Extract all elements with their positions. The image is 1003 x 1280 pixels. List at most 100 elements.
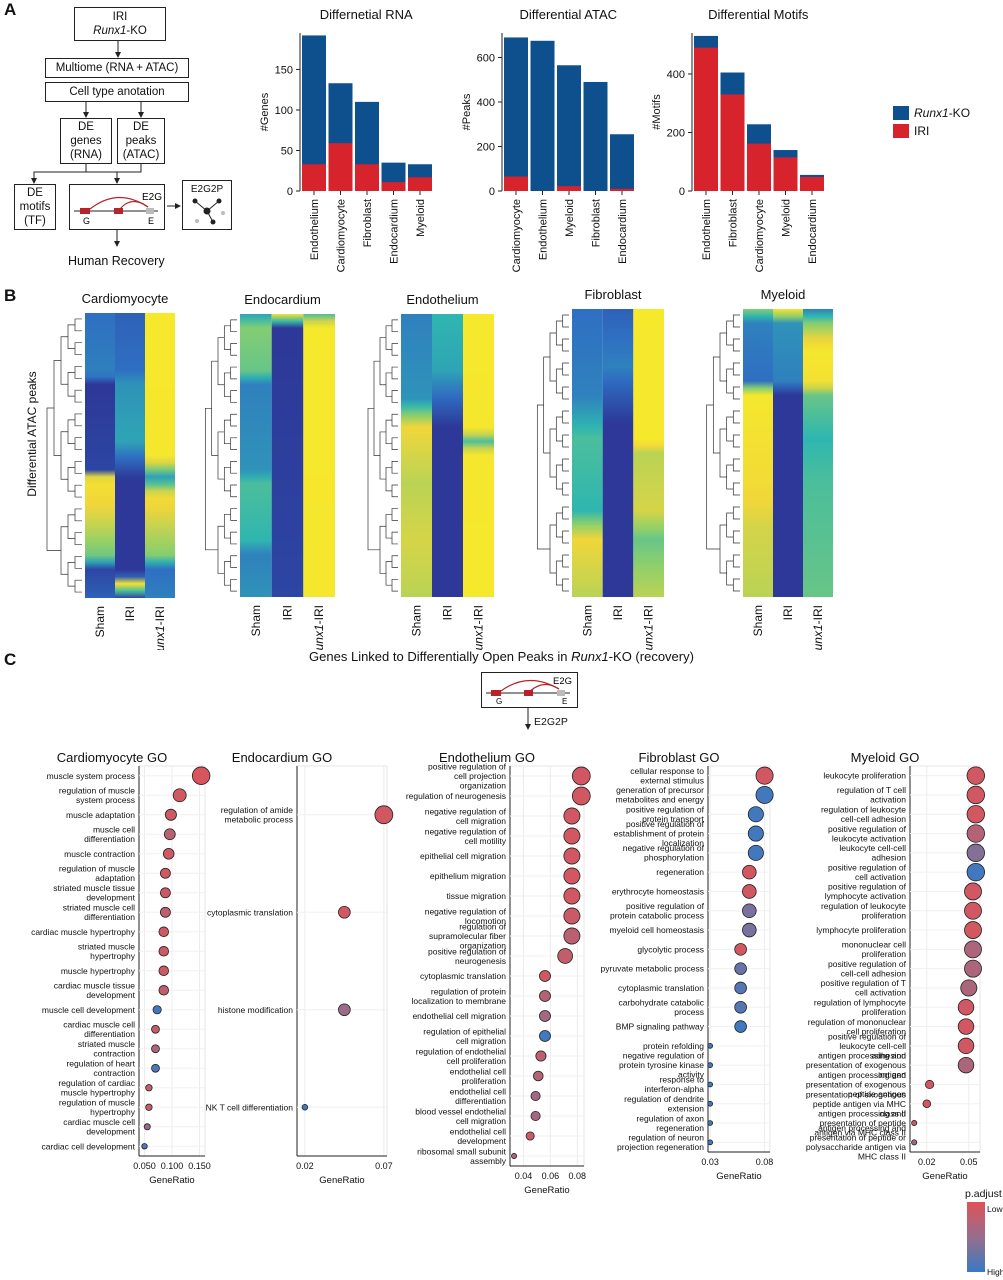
dendrogram-branch	[562, 506, 569, 520]
go-term-label: class II	[880, 1108, 906, 1118]
dendrogram-branch	[555, 320, 563, 346]
go-dot	[158, 946, 169, 957]
bar-runx1ko	[610, 134, 634, 191]
go-term-label: interferon-alpha	[644, 1084, 704, 1094]
go-term-label: protein catabolic process	[610, 911, 704, 921]
go-plot-title: Myeloid GO	[851, 750, 920, 765]
go-dot	[158, 985, 169, 996]
dendrogram-branch	[562, 458, 569, 472]
go-dot	[707, 1100, 714, 1107]
go-term-label: carbohydrate catabolic	[618, 998, 704, 1008]
go-plot-4: Fibroblast GO 0.03 0.08 GeneRatio cellular r…	[601, 750, 774, 1182]
go-term-label: adhesion	[871, 1050, 906, 1060]
bar-legend: Runx1-KO IRI	[893, 106, 970, 138]
go-dot	[734, 1020, 747, 1033]
go-term-label: myeloid cell homeostasis	[610, 925, 704, 935]
x-tick-label: Myeloid	[415, 199, 427, 237]
bar-iri	[408, 177, 432, 191]
go-dot	[747, 844, 764, 861]
dendrogram-branch	[555, 368, 563, 394]
go-dot	[966, 824, 985, 843]
dendrogram-branch	[391, 366, 398, 380]
go-plot-area	[296, 765, 388, 1157]
go-term-label: presentation of peptide	[820, 1118, 907, 1128]
go-term-label: leukocyte cell-cell	[839, 843, 906, 853]
go-term-label: adhesion	[871, 853, 906, 863]
dendrogram-branch	[223, 419, 231, 445]
heatmap-column	[145, 313, 175, 598]
dendrogram-branch	[74, 413, 82, 427]
heatmap-column	[633, 309, 664, 597]
heatmap-endocardium: Endocardium Sham IRI Runx1-IRI	[204, 292, 335, 650]
dendrogram-branch	[367, 407, 380, 551]
panel-label-b: B	[4, 286, 17, 305]
go-term-label: mononuclear cell	[842, 940, 906, 950]
y-tick-label: 50	[281, 145, 293, 157]
go-term-label: muscle hypertrophy	[61, 1088, 136, 1098]
go-dot	[525, 1131, 535, 1141]
go-dot	[172, 788, 187, 803]
go-plot-title: Endothelium GO	[439, 750, 535, 765]
heatmap-title: Fibroblast	[584, 287, 641, 302]
dendrogram-branch	[732, 458, 740, 472]
heatmap-endothelium: Endothelium Sham IRI Runx1-IRI	[367, 292, 494, 650]
go-term-label: endothelial cell	[450, 1086, 506, 1096]
go-dot	[957, 1018, 975, 1035]
go-term-label: response to	[660, 1075, 705, 1085]
go-term-label: leukocyte activation	[832, 833, 906, 843]
go-plot-area	[707, 765, 771, 1153]
go-dot	[707, 1139, 714, 1146]
y-tick-label: 200	[667, 127, 685, 139]
go-dot	[338, 905, 351, 919]
dendrogram-branch	[223, 372, 231, 397]
go-term-label: positive regulation of	[428, 762, 507, 772]
go-dot	[539, 990, 551, 1002]
dendrogram-branch	[53, 360, 61, 456]
go-term-label: antigen	[878, 1070, 906, 1080]
go-term-label: regulation of muscle	[59, 864, 135, 874]
go-term-label: cell activation	[855, 872, 906, 882]
go-dot	[925, 1079, 935, 1090]
go-term-label: cell-cell adhesion	[841, 968, 906, 978]
dendrogram-branch	[67, 324, 75, 349]
bar-iri	[747, 143, 771, 191]
go-term-label: regeneration	[656, 867, 704, 877]
dendrogram-branch	[549, 428, 557, 478]
heatmap-col-label: Runx1-IRI	[153, 606, 167, 650]
heatmap-column	[85, 313, 115, 598]
go-term-label: supramolecular fiber	[429, 931, 506, 941]
dendrogram-branch	[230, 461, 237, 474]
go-term-label: regulation of muscle	[59, 1098, 135, 1108]
go-term-label: positive regulation of	[828, 959, 907, 969]
dendrogram-branch	[74, 508, 82, 522]
go-dot	[707, 1120, 714, 1126]
go-term-label: striated muscle	[78, 1039, 135, 1049]
go-dot	[571, 786, 591, 806]
go-term-label: assembly	[470, 1156, 507, 1166]
go-dot	[742, 903, 757, 919]
x-axis-label: GeneRatio	[716, 1171, 761, 1182]
go-term-label: protein refolding	[643, 1041, 704, 1051]
dendrogram-branch	[74, 318, 82, 332]
heatmap-column	[115, 313, 145, 598]
heatmap-column	[602, 309, 634, 597]
e2g-box: E2G G E	[69, 184, 165, 230]
x-tick-label: Myeloid	[781, 199, 793, 237]
dendrogram-branch	[230, 508, 237, 521]
dendrogram-branch	[726, 464, 734, 490]
dendrogram-branch	[230, 390, 237, 403]
go-term-label: cell motility	[464, 836, 506, 846]
go-term-label: lymphocyte activation	[825, 891, 907, 901]
go-dot	[511, 1153, 518, 1159]
dendrogram-branch	[391, 413, 398, 427]
y-axis-label: #Motifs	[651, 94, 663, 130]
x-axis-label: GeneRatio	[524, 1185, 569, 1196]
go-term-label: positive regulation of	[626, 901, 705, 911]
x-tick-label: 0.04	[515, 1171, 533, 1181]
go-term-label: muscle cell development	[42, 1005, 136, 1015]
heatmap-title: Myeloid	[761, 287, 806, 302]
go-term-label: leukocyte proliferation	[823, 771, 906, 781]
go-term-label: differentiation	[84, 912, 135, 922]
heatmap-column	[463, 314, 494, 597]
